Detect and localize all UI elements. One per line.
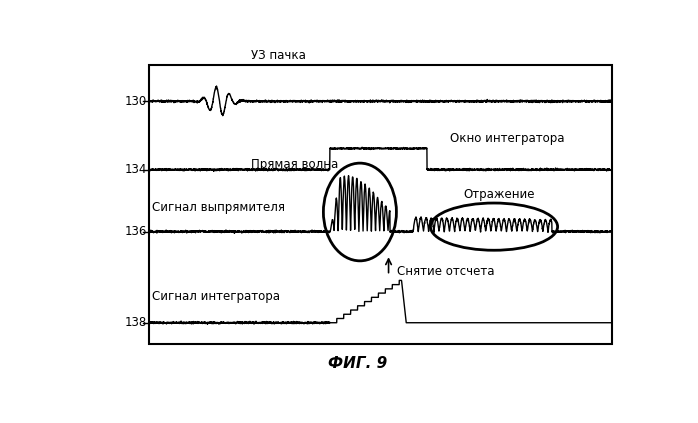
Text: 130: 130 [124, 95, 147, 108]
Text: УЗ пачка: УЗ пачка [251, 49, 306, 62]
Text: 136: 136 [124, 225, 147, 238]
Text: Прямая волна: Прямая волна [251, 158, 338, 171]
Text: Окно интегратора: Окно интегратора [450, 132, 565, 145]
Text: Отражение: Отражение [463, 188, 535, 201]
Text: Сигнал выпрямителя: Сигнал выпрямителя [152, 201, 285, 214]
Text: Сигнал интегратора: Сигнал интегратора [152, 290, 280, 303]
Text: 138: 138 [124, 316, 147, 329]
Text: ФИГ. 9: ФИГ. 9 [328, 356, 387, 371]
Text: Снятие отсчета: Снятие отсчета [396, 265, 494, 278]
Text: 134: 134 [124, 163, 147, 176]
FancyBboxPatch shape [149, 66, 612, 344]
